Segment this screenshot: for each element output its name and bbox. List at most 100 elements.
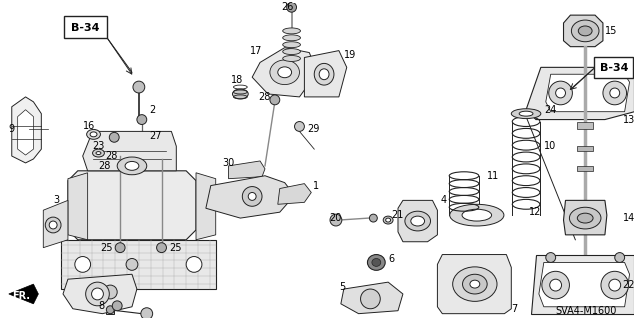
Text: 4: 4 [440,195,447,205]
FancyBboxPatch shape [594,56,634,78]
Ellipse shape [572,20,599,42]
Circle shape [49,221,57,229]
Circle shape [157,243,166,253]
Polygon shape [18,110,33,155]
Ellipse shape [470,280,480,288]
Text: 3: 3 [53,195,60,205]
Text: FR.: FR. [12,291,30,301]
Text: 17: 17 [250,46,262,56]
Text: 2: 2 [150,105,156,115]
Ellipse shape [383,216,393,224]
Bar [577,166,593,171]
Ellipse shape [283,42,300,48]
Ellipse shape [570,207,601,229]
Text: 28: 28 [99,161,111,171]
Ellipse shape [372,258,381,266]
Polygon shape [341,282,403,314]
Ellipse shape [411,216,424,226]
Ellipse shape [367,255,385,270]
Ellipse shape [283,56,300,62]
Ellipse shape [232,89,248,99]
Polygon shape [437,255,511,314]
Circle shape [330,214,342,226]
Text: 28: 28 [258,92,271,102]
Text: 15: 15 [605,26,617,36]
Text: 29: 29 [307,124,320,134]
Polygon shape [196,173,216,240]
Text: 12: 12 [529,207,541,217]
Text: B-34: B-34 [72,23,100,33]
Ellipse shape [283,48,300,55]
Circle shape [141,308,153,319]
Ellipse shape [278,67,292,78]
Circle shape [610,88,620,98]
Polygon shape [9,284,38,304]
Polygon shape [44,200,68,248]
Circle shape [546,253,556,263]
Text: 11: 11 [486,171,499,181]
Circle shape [601,271,628,299]
Text: 23: 23 [93,141,105,151]
Text: 1: 1 [313,181,319,190]
Text: 30: 30 [223,158,235,168]
Circle shape [270,95,280,105]
Text: SVA4-M1600: SVA4-M1600 [556,306,617,316]
Polygon shape [83,131,176,171]
Text: 6: 6 [388,255,394,264]
Polygon shape [68,171,196,240]
Ellipse shape [93,149,104,157]
Text: 7: 7 [511,304,518,314]
Circle shape [133,81,145,93]
Text: 25: 25 [170,243,182,253]
Bar [106,309,114,314]
Ellipse shape [452,267,497,301]
Polygon shape [526,67,634,120]
Ellipse shape [319,69,329,80]
Circle shape [112,301,122,311]
Ellipse shape [405,211,431,231]
Polygon shape [278,184,311,204]
Circle shape [75,256,91,272]
Bar [577,146,593,151]
Circle shape [556,88,566,98]
Text: 26: 26 [282,2,294,12]
Polygon shape [563,15,603,47]
Text: 25: 25 [100,243,113,253]
Polygon shape [12,97,42,163]
Circle shape [369,214,378,222]
Polygon shape [539,263,630,307]
Circle shape [615,253,625,263]
Text: 24: 24 [544,105,556,115]
Circle shape [104,285,117,299]
Polygon shape [305,51,347,97]
Circle shape [550,279,561,291]
Bar [577,122,593,130]
Text: 9: 9 [9,124,15,134]
Circle shape [609,279,621,291]
Circle shape [603,81,627,105]
Polygon shape [252,48,317,97]
Circle shape [243,187,262,206]
Ellipse shape [579,26,592,36]
Polygon shape [398,200,437,242]
Polygon shape [546,74,630,112]
Polygon shape [563,200,607,235]
Text: B-34: B-34 [600,63,628,73]
Circle shape [106,306,114,314]
Circle shape [294,122,305,131]
Text: 5: 5 [339,282,345,292]
Text: 21: 21 [391,210,403,220]
Text: 8: 8 [99,301,104,311]
Circle shape [287,2,296,12]
Text: 22: 22 [623,280,635,290]
Ellipse shape [577,213,593,223]
Text: 16: 16 [83,122,95,131]
Polygon shape [228,161,265,179]
Text: 20: 20 [329,213,341,223]
Ellipse shape [450,204,504,226]
Ellipse shape [462,209,492,221]
Circle shape [548,81,572,105]
Circle shape [137,115,147,124]
Polygon shape [68,173,88,240]
Circle shape [248,192,256,200]
